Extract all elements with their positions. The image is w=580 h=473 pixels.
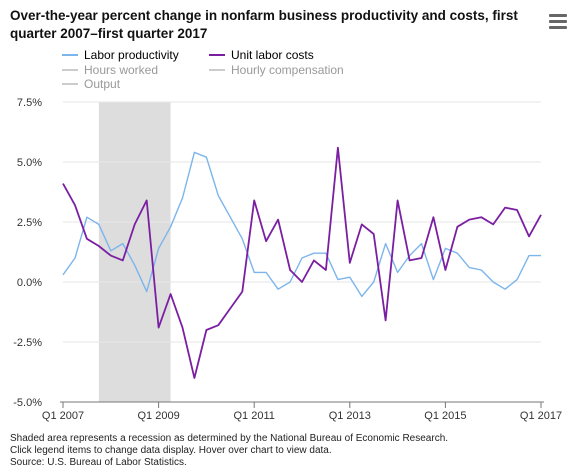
x-tick-label: Q1 2017 — [520, 410, 562, 422]
legend-label: Unit labor costs — [231, 48, 314, 62]
legend-item-labor-productivity[interactable]: Labor productivity — [62, 48, 179, 62]
x-tick-label: Q1 2013 — [329, 410, 371, 422]
y-tick-label: 0.0% — [17, 277, 42, 289]
chart-footnotes: Shaded area represents a recession as de… — [10, 433, 448, 469]
chart-title: Over-the-year percent change in nonfarm … — [10, 8, 518, 41]
footnote-recession: Shaded area represents a recession as de… — [10, 433, 449, 444]
series-line-labor-productivity — [62, 151, 541, 298]
x-tick-label: Q1 2007 — [42, 410, 84, 422]
x-tick-label: Q1 2011 — [234, 410, 275, 422]
legend-label: Hourly compensation — [231, 63, 344, 77]
legend-label: Output — [84, 77, 121, 91]
legend-label: Hours worked — [84, 63, 159, 77]
legend-item-unit-labor-costs[interactable]: Unit labor costs — [209, 48, 314, 62]
hamburger-menu-icon[interactable] — [549, 14, 567, 30]
x-tick-label: Q1 2015 — [424, 410, 466, 422]
footnote-instructions: Click legend items to change data displa… — [10, 445, 332, 456]
legend-swatch-hours-worked — [62, 69, 78, 71]
y-tick-label: 2.5% — [17, 217, 42, 229]
legend-item-hours-worked[interactable]: Hours worked — [62, 63, 158, 77]
legend-label: Labor productivity — [84, 48, 179, 62]
x-tick-label: Q1 2009 — [137, 410, 179, 422]
legend-swatch-hourly-compensation — [209, 69, 225, 71]
recession-band — [98, 102, 171, 402]
y-tick-label: 5.0% — [17, 157, 42, 169]
legend-item-hourly-compensation[interactable]: Hourly compensation — [209, 63, 344, 77]
legend-swatch-labor-productivity — [62, 54, 78, 56]
y-tick-label: 7.5% — [17, 97, 42, 109]
line-chart[interactable]: -5.0% -2.5% 0.0% 2.5% 5.0% 7.5% Q1 2007 Q1 2009… — [0, 0, 580, 432]
legend-item-output[interactable]: Output — [62, 77, 120, 91]
footnote-source: Source: U.S. Bureau of Labor Statistics. — [10, 457, 187, 468]
y-tick-label: -5.0% — [13, 397, 42, 409]
legend-swatch-output — [62, 83, 78, 85]
y-tick-label: -2.5% — [13, 337, 42, 349]
legend-swatch-unit-labor-costs — [209, 54, 225, 56]
chart-legend: Labor productivity Unit labor costs Hour… — [0, 0, 580, 100]
series-line-unit-labor-costs — [62, 146, 542, 379]
